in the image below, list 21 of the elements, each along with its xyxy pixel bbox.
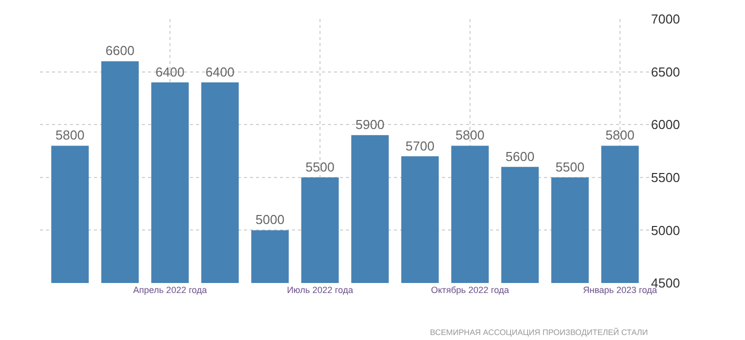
text: ВСЕМИРНАЯ АССОЦИАЦИЯ ПРОИЗВОДИТЕЛЕЙ СТАЛИ — [430, 327, 648, 337]
x-tick-label: Июль 2022 года — [286, 285, 354, 295]
y-tick-label: 6500 — [651, 64, 680, 80]
data-label: 5500 — [556, 159, 584, 174]
y-tick-label: 7000 — [651, 12, 680, 27]
data-label: 5800 — [56, 128, 84, 143]
data-label: 5800 — [606, 128, 634, 143]
data-label: 6400 — [206, 64, 234, 80]
data-label: 5500 — [306, 159, 334, 174]
x-tick-label: Октябрь 2022 года — [430, 285, 510, 295]
data-label: 5700 — [406, 138, 434, 154]
x-tick-label: Апрель 2022 года — [133, 285, 207, 295]
y-tick-label: 5500 — [651, 170, 680, 185]
data-label: 5900 — [356, 117, 384, 132]
data-label: 6600 — [106, 43, 134, 58]
y-tick-label: 6000 — [651, 117, 680, 132]
data-label: 5000 — [256, 212, 284, 228]
data-label: 6400 — [156, 64, 184, 80]
y-tick-label: 5000 — [651, 222, 680, 238]
data-label: 5800 — [456, 128, 484, 143]
data-label: 5600 — [506, 148, 534, 164]
